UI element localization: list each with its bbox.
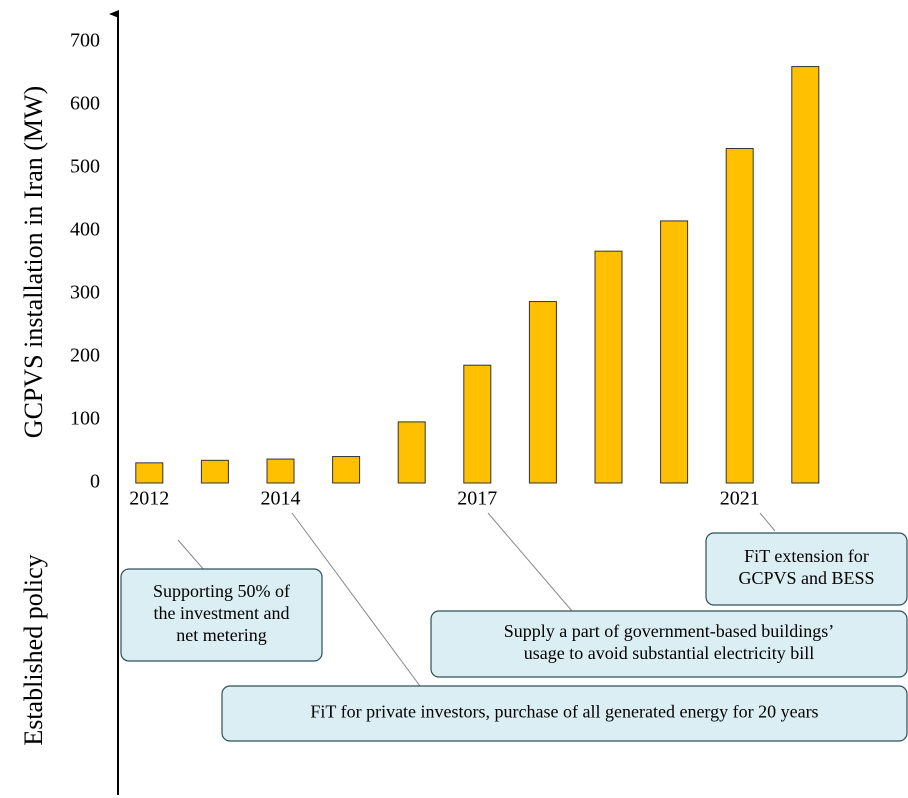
bar [332,456,361,484]
policy-box [221,685,908,742]
bar [397,421,426,484]
policy-box [120,568,323,662]
y-tick-label: 200 [70,345,100,367]
bar [660,220,689,484]
policy-text: FiT for private investors, purchase of a… [310,702,818,722]
y-tick-label: 600 [70,93,100,115]
policy-text: net metering [176,625,266,645]
x-tick-label: 2021 [720,488,760,510]
policy-text: GCPVS and BESS [738,568,874,588]
bar [200,459,229,484]
bar [791,66,820,484]
bar [135,462,164,484]
y-tick-label: 0 [90,471,100,493]
x-tick-label: 2017 [457,488,497,510]
y-tick-label: 100 [70,408,100,430]
leader-line [291,512,421,687]
y-tick-label: 700 [70,30,100,52]
policy-box [430,610,908,678]
leader-line [759,512,776,532]
bar [266,458,295,484]
policy-text: usage to avoid substantial electricity b… [524,643,814,663]
leader-line [487,512,573,612]
policy-text: Supply a part of government-based buildi… [504,621,834,641]
y-tick-label: 400 [70,219,100,241]
policy-text: the investment and [154,603,290,623]
policy-axis-title: Established policy [19,554,48,745]
leader-line [177,539,206,572]
x-tick-label: 2014 [261,488,301,510]
x-tick-label: 2012 [129,488,169,510]
y-tick-label: 300 [70,282,100,304]
policy-box [705,532,908,606]
policy-text: FiT extension for [744,546,869,566]
bar [463,364,492,484]
bar [594,250,623,484]
y-axis-title: GCPVS installation in Iran (MW) [19,86,48,438]
bar [725,147,754,484]
bar [528,301,557,484]
y-tick-label: 500 [70,156,100,178]
policy-text: Supporting 50% of [153,581,290,601]
